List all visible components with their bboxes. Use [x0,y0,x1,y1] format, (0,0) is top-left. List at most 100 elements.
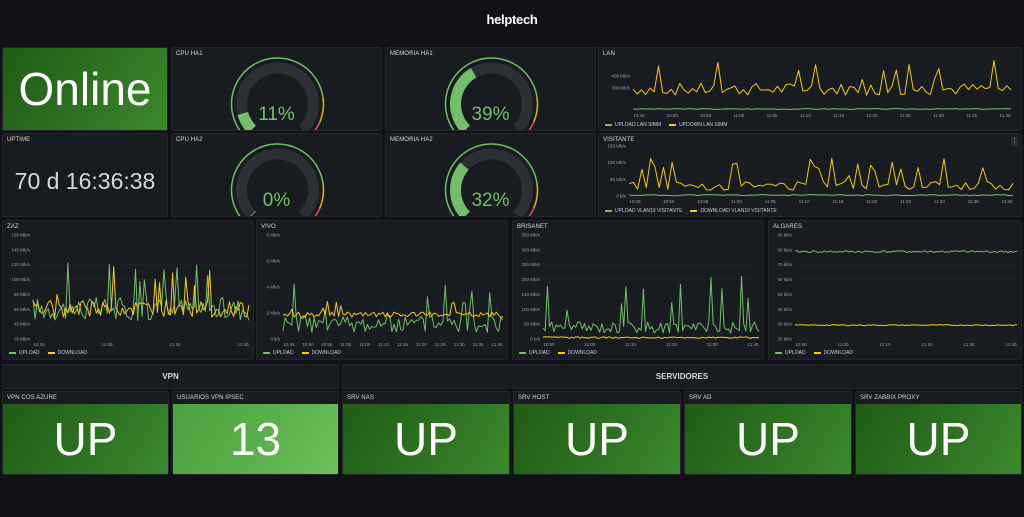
tile-value: UP [906,413,971,465]
uptime-title: UPTIME [7,137,31,143]
algares-chart: 90 kb/s 80 kb/s 70 kb/s 60 kb/s 50 kb/s 40 kb… [777,233,1018,347]
tile-value: UP [394,413,458,465]
x-tick-label: 11:40 [1000,113,1011,118]
tile-bg [685,404,851,474]
legend-item[interactable]: DOWNLOAD [301,350,341,356]
tile-title: VPN COS AZURE [7,395,57,401]
chart-title: BRISANET [517,224,548,230]
gauge-panel-memoria-ha2: MEMORIA HA2 32% [385,133,596,217]
legend-item[interactable]: UPLOAD LAN SIMM [605,122,661,128]
legend-item[interactable]: UPDOWN LAN SIMM [669,122,727,128]
x-tick-label: 10:55 [321,342,333,347]
y-tick-label: 150 Mb/s [521,292,540,297]
tile-title: SRV HOST [518,395,550,401]
tile-bg [514,404,680,474]
gauge-title: CPU HA2 [176,137,203,143]
x-tick-label: 11:00 [340,342,351,347]
zaz-chart: 160 Mb/s 140 Mb/s 120 Mb/s 100 Mb/s 80 Mb/s 6… [11,233,250,347]
uptime-panel: UPTIME 70 d 16:36:38 [2,133,168,217]
gauge [230,143,325,216]
y-tick-label: 0 b/s [616,194,627,199]
panel-menu-icon[interactable]: ⋮ [1011,137,1018,146]
tile-srv-host: SRV HOST UP [513,391,681,475]
chart-panel-vivo: VIVO 8 Mb/s 6 Mb/s 4 Mb/s 2 Mb/s 0 b/s 10:45 1… [256,220,508,360]
tile-bg [343,404,509,474]
y-tick-label: 60 kb/s [777,277,792,282]
y-tick-label: 20 Mb/s [14,337,31,342]
tile-bg [856,404,1021,474]
series-line-0 [628,194,1014,197]
legend-item[interactable]: UPLOAD VLAN10 VISITANTE [605,208,682,214]
gauge-threshold-yellow [533,182,539,209]
legend-item[interactable]: UPLOAD [519,350,550,356]
y-tick-label: 60 Mb/s [14,307,31,312]
logo-text: helptech [486,12,538,27]
y-tick-label: 140 Mb/s [11,247,30,252]
x-tick-label: 10:55 [700,113,712,118]
legend-item[interactable]: DOWNLOAD [557,350,597,356]
gauge-threshold-green [444,57,538,130]
y-tick-label: 2 Mb/s [266,311,280,316]
y-tick-label: 50 kb/s [777,292,792,297]
series-line-1 [628,157,1014,191]
y-tick-label: 6 Mb/s [266,259,280,264]
status-value: Online [18,63,152,115]
y-tick-label: 30 kb/s [777,322,792,327]
y-tick-label: 300 Mb/s [611,86,630,91]
y-tick-label: 100 Mb/s [607,160,626,165]
chart-legend: UPLOAD LAN SIMM UPDOWN LAN SIMM [605,122,727,128]
x-tick-label: 11:25 [900,113,911,118]
gauge-threshold-green [444,143,538,216]
legend-item[interactable]: DOWNLOAD [813,350,853,356]
gauge-title: CPU HA1 [176,51,203,57]
gauge-panel-cpu-ha1: CPU HA1 11% [171,47,382,131]
x-tick-label: 11:30 [933,113,944,118]
gauge-value: 39% [471,104,510,125]
x-tick-label: 11:30 [454,342,465,347]
chart-title: VISITANTE [603,137,635,143]
x-tick-label: 11:20 [866,113,877,118]
legend-item[interactable]: UPLOAD [9,350,40,356]
chart-title: VIVO [261,224,276,230]
tile-bg [3,404,168,474]
legend-item[interactable]: UPLOAD [775,350,806,356]
chart-panel-lan: LAN 400 Mb/s 300 Mb/s 10:45 10:50 10:55 11:00… [598,47,1022,131]
series-line-0 [632,108,1012,110]
gauge-fill [237,111,257,130]
x-tick-label: 11:00 [102,342,113,347]
series-line-0 [794,250,1018,254]
series-line-1 [794,324,1018,327]
chart-title: ZAZ [7,224,19,230]
legend-item[interactable]: DOWNLOAD [47,350,87,356]
series-line-1 [542,336,760,339]
x-tick-label: 11:10 [625,342,636,347]
series-line-1 [632,60,1012,96]
gauge-track [236,148,319,216]
x-tick-label: 11:35 [966,113,977,118]
series-line-0 [32,262,250,321]
legend-item[interactable]: UPLOAD [263,350,294,356]
x-tick-label: 11:15 [833,113,844,118]
x-tick-label: 10:50 [302,342,314,347]
tile-title: SRV AD [689,395,712,401]
tile-usuarios-vpn: USUARIOS VPN IPsec 13 [172,391,339,475]
y-tick-label: 200 Mb/s [521,277,540,282]
tile-vpn-cos-azure: VPN COS AZURE UP [2,391,169,475]
y-tick-label: 100 Mb/s [521,307,540,312]
gauge-threshold-green [230,57,324,130]
x-tick-label: 11:10 [880,342,891,347]
x-tick-label: 11:25 [900,199,911,204]
x-tick-label: 11:10 [800,113,811,118]
legend-item[interactable]: DOWNLOAD VLAN10 VISITANTE [690,208,777,214]
gauge-panel-memoria-ha1: MEMORIA HA1 39% [385,47,596,131]
tile-title: SRV ZABBIX PROXY [860,395,920,401]
row-header-servidores[interactable]: SERVIDORES [342,364,1022,389]
y-tick-label: 40 Mb/s [14,322,31,327]
lan-chart: 400 Mb/s 300 Mb/s 10:45 10:50 10:55 11:00 11:0… [611,58,1012,118]
y-tick-label: 50 Mb/s [610,177,627,182]
tile-title: SRV NAS [347,395,374,401]
gauge-value: 11% [258,104,295,125]
x-tick-label: 10:50 [667,113,679,118]
row-header-vpn[interactable]: VPN [2,364,339,389]
chart-legend: UPLOAD DOWNLOAD [519,350,597,356]
